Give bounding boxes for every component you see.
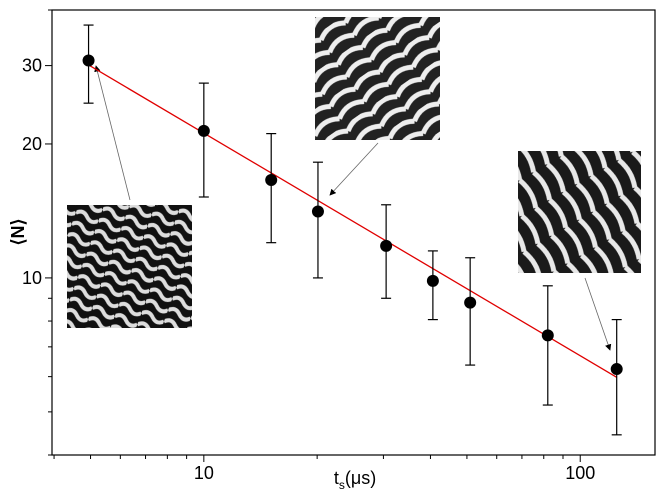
- plot-frame: [51, 9, 656, 456]
- x-label-sub: s: [339, 478, 345, 492]
- y-tick-label: 30: [22, 56, 42, 76]
- point: [265, 173, 278, 186]
- arrow: [329, 142, 379, 196]
- point: [426, 274, 439, 287]
- arrow: [584, 277, 612, 351]
- y-axis-label: ⟨N⟩: [8, 218, 28, 245]
- x-label-part: t: [334, 468, 339, 488]
- point: [311, 205, 324, 218]
- inset-image: [67, 205, 192, 328]
- point: [82, 54, 95, 67]
- x-tick-label: 100: [565, 463, 595, 483]
- y-tick-label: 20: [22, 134, 42, 154]
- point: [197, 124, 210, 137]
- fit-line: [88, 64, 618, 378]
- arrow: [94, 65, 131, 201]
- inset-image: [518, 151, 641, 273]
- x-axis-label: ts(μs): [334, 468, 376, 492]
- point: [541, 329, 554, 342]
- inset-image: [315, 17, 440, 140]
- x-label-part: (μs): [345, 468, 376, 488]
- point: [610, 363, 623, 376]
- x-tick-label: 10: [194, 463, 214, 483]
- y-tick-label: 10: [22, 268, 42, 288]
- point: [380, 239, 393, 252]
- point: [464, 296, 477, 309]
